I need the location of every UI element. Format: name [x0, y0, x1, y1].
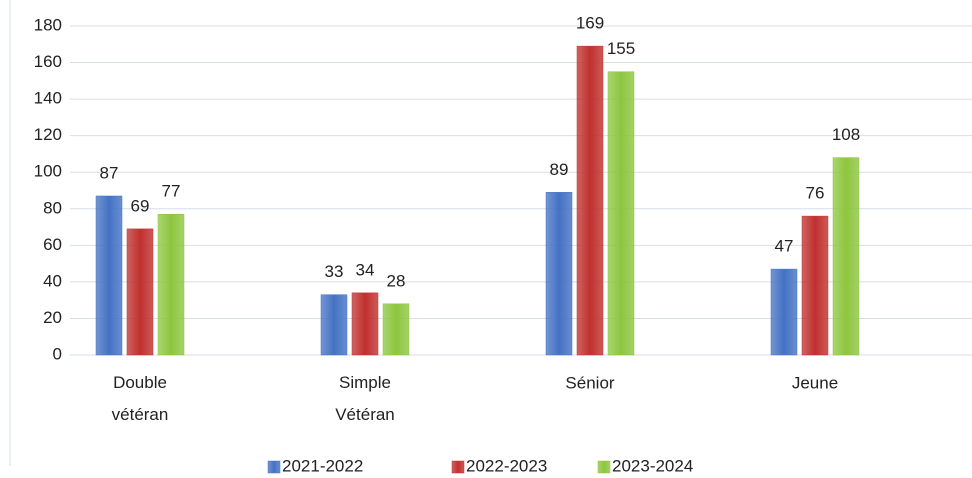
- y-tick-label: 180: [34, 15, 62, 34]
- bar: [832, 157, 860, 356]
- y-tick-label: 160: [34, 52, 62, 71]
- x-tick-label: Simple Vétéran: [335, 373, 395, 424]
- data-label: 47: [775, 237, 794, 256]
- data-label: 33: [325, 262, 344, 281]
- bar: [545, 192, 573, 356]
- data-label: 108: [832, 125, 860, 144]
- bar: [770, 268, 798, 356]
- x-tick-label: Sénior: [565, 373, 614, 392]
- bar: [320, 294, 348, 356]
- data-label: 77: [162, 182, 181, 201]
- legend-swatch: [267, 460, 281, 474]
- y-tick-label: 20: [43, 308, 62, 327]
- bar: [351, 292, 379, 356]
- data-label: 34: [356, 260, 375, 279]
- y-tick-label: 100: [34, 162, 62, 181]
- legend-label: 2021-2022: [282, 456, 363, 475]
- data-label: 69: [131, 196, 150, 215]
- x-tick-label: Jeune: [792, 373, 838, 392]
- legend-swatch: [451, 460, 465, 474]
- bar: [801, 215, 829, 356]
- y-tick-label: 60: [43, 235, 62, 254]
- y-tick-label: 140: [34, 89, 62, 108]
- data-label: 155: [607, 39, 635, 58]
- x-tick-label: Double vétéran: [112, 373, 169, 424]
- y-tick-label: 120: [34, 125, 62, 144]
- y-tick-label: 80: [43, 198, 62, 217]
- data-label: 76: [806, 184, 825, 203]
- bar: [576, 45, 604, 356]
- legend-swatch: [597, 460, 611, 474]
- legend-label: 2022-2023: [466, 456, 547, 475]
- y-tick-label: 40: [43, 271, 62, 290]
- y-tick-label: 0: [53, 344, 62, 363]
- bar: [95, 195, 123, 356]
- data-label: 89: [550, 160, 569, 179]
- bar: [126, 228, 154, 356]
- legend-label: 2023-2024: [612, 456, 693, 475]
- data-label: 87: [100, 163, 119, 182]
- bar: [382, 303, 410, 356]
- data-label: 169: [576, 14, 604, 33]
- bar: [607, 71, 635, 356]
- bar: [157, 214, 185, 356]
- data-label: 28: [387, 271, 406, 290]
